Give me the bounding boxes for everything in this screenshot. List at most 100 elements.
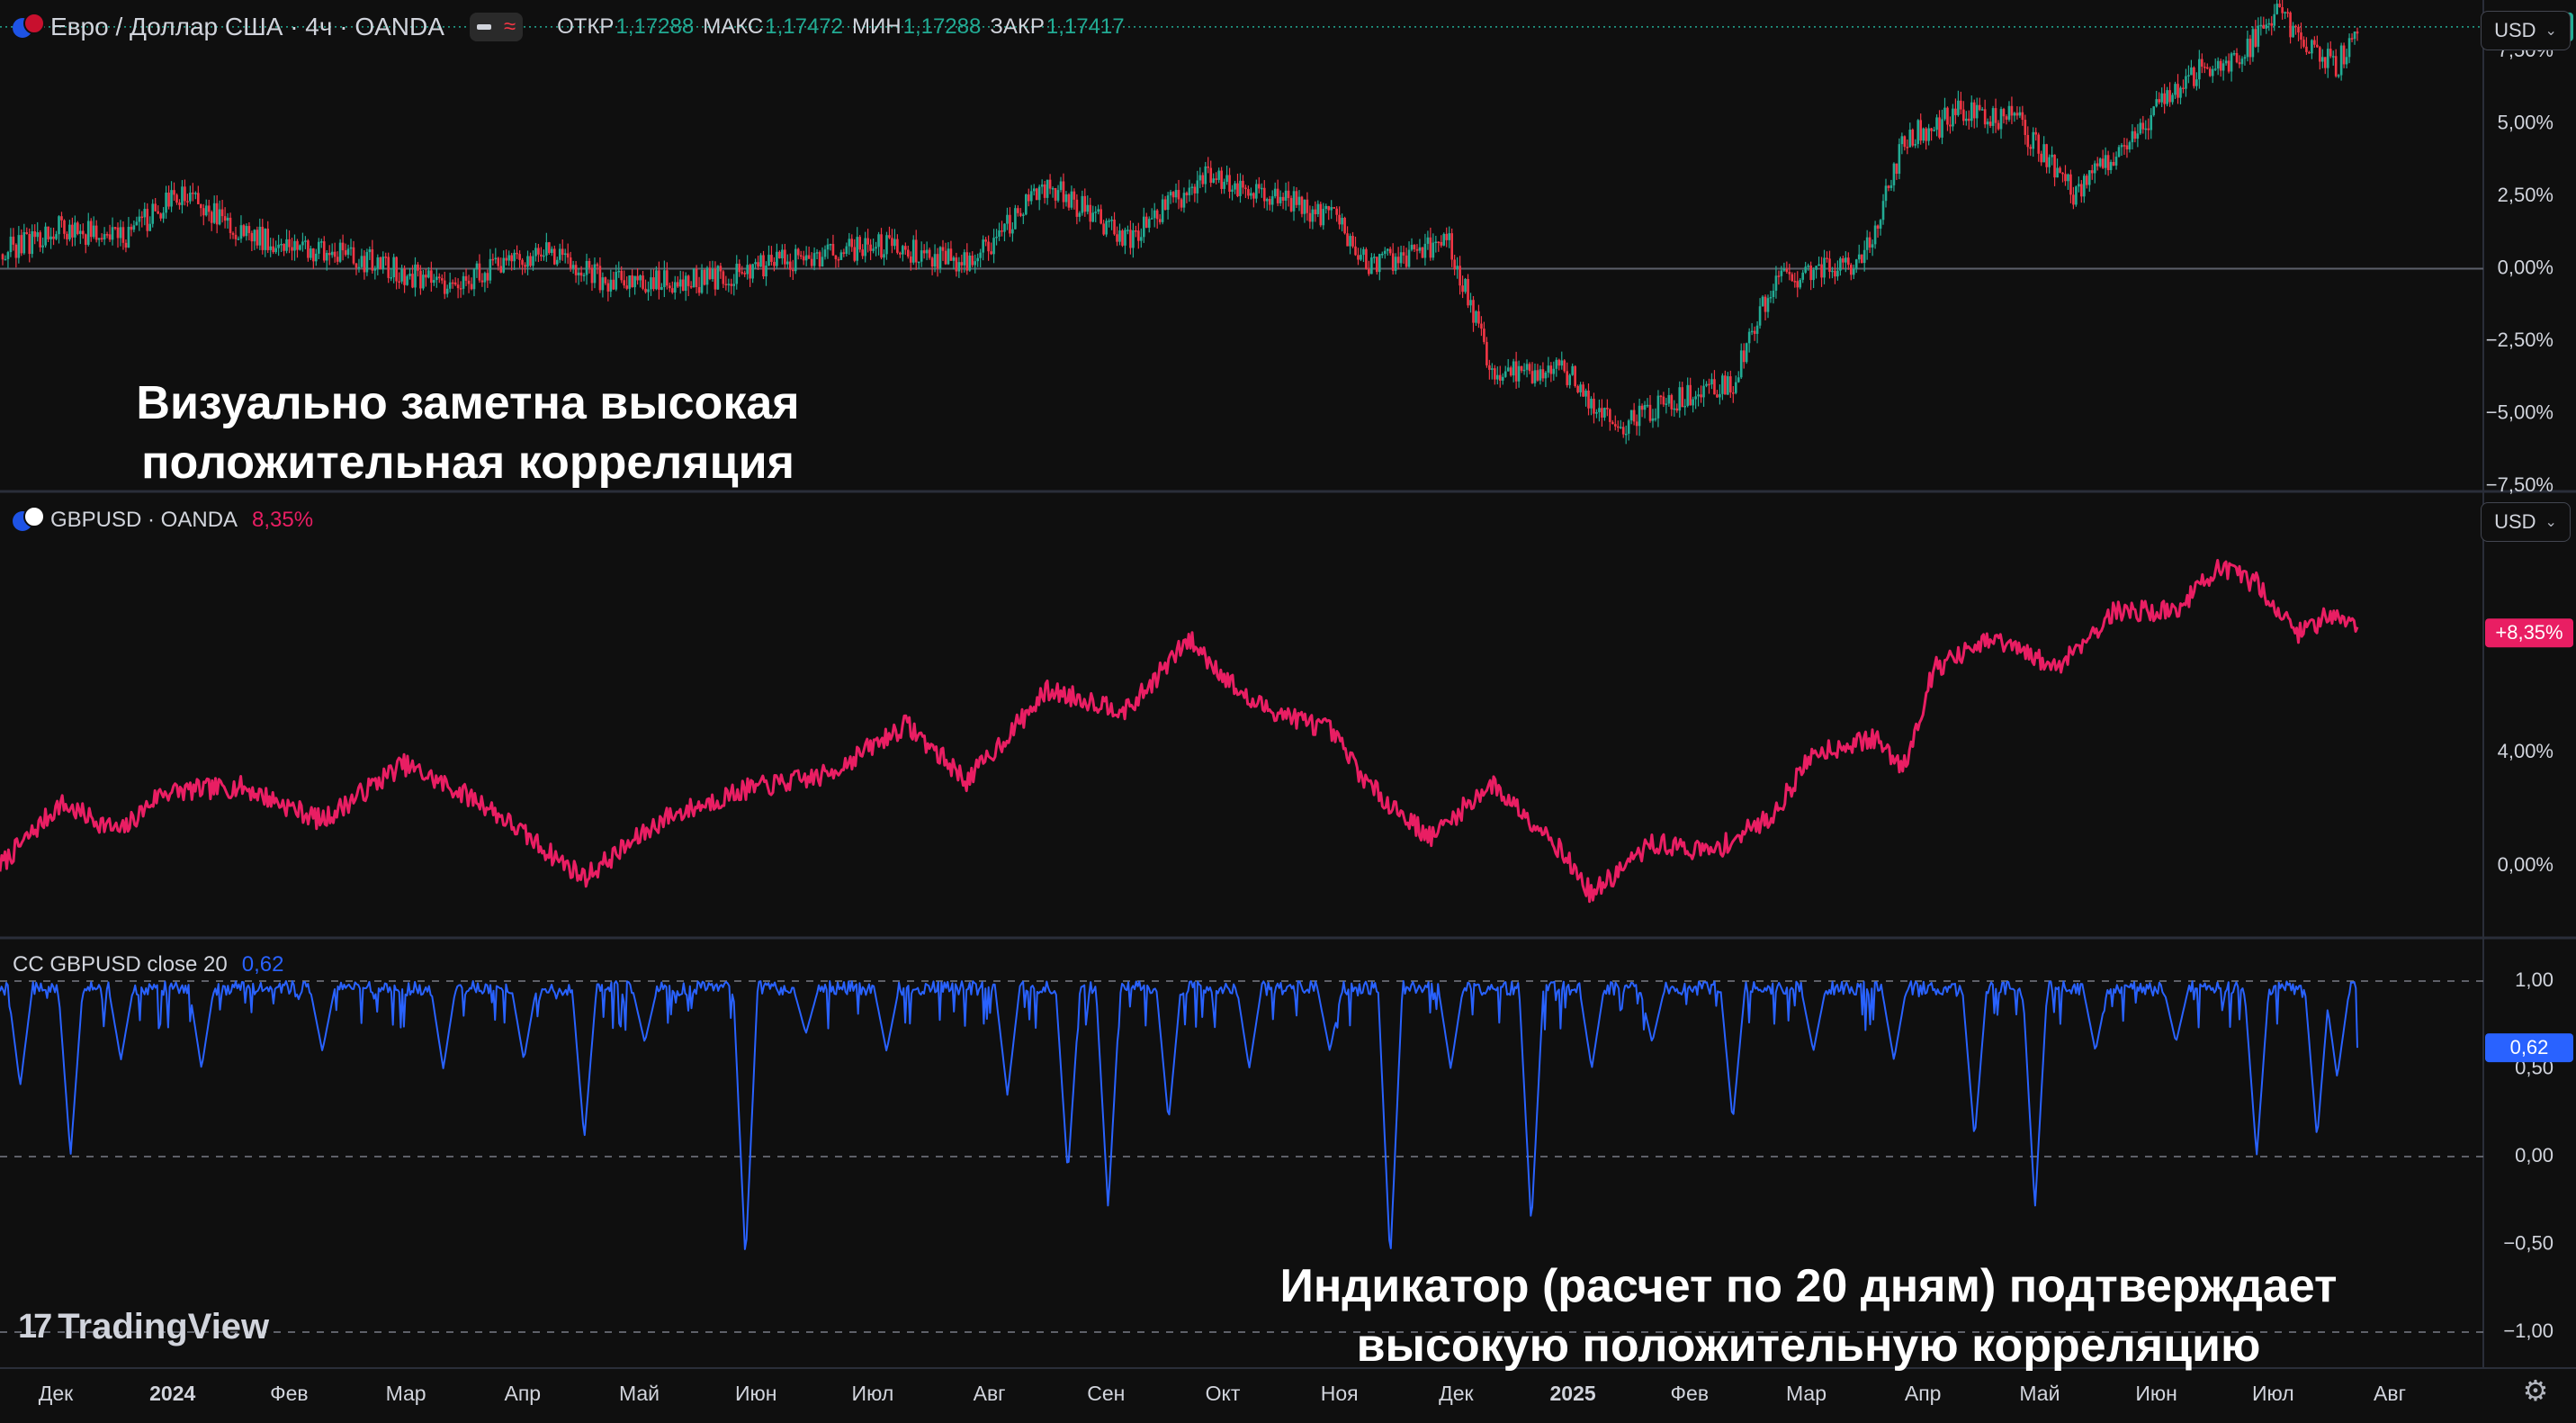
candle-body [2018, 112, 2022, 116]
candle-body [1579, 384, 1582, 392]
candle-body [1772, 290, 1775, 297]
candle-body [1421, 247, 1424, 258]
currency-button-pane2[interactable]: USD ⌄ [2481, 502, 2571, 542]
candle-body [349, 247, 353, 249]
symbol-title[interactable]: Евро / Доллар США · 4ч · OANDA [50, 13, 444, 41]
candle-body [1174, 190, 1178, 198]
candle-body [319, 241, 323, 243]
candle-body [1188, 187, 1191, 195]
candle-body [1719, 393, 1721, 398]
candle-body [965, 252, 969, 271]
candle-body [440, 278, 444, 281]
candle-body [1769, 296, 1773, 299]
pane2-title[interactable]: GBPUSD · OANDA [50, 508, 238, 532]
candle-body [261, 226, 265, 250]
candle-body [502, 257, 506, 273]
candle-body [1169, 192, 1172, 196]
candle-body [676, 282, 679, 287]
candle-body [2292, 25, 2294, 38]
candle-body [1818, 264, 1820, 266]
candle-body [992, 238, 995, 255]
candle-body [1689, 384, 1692, 406]
pane3-title[interactable]: CC GBPUSD close 20 [13, 952, 228, 977]
candle-body [459, 288, 462, 290]
candle-body [1501, 376, 1504, 381]
tradingview-logo[interactable]: 17 TradingView [18, 1307, 269, 1347]
currency-button-pane1[interactable]: USD ⌄ [2481, 11, 2571, 50]
candle-body [1319, 203, 1323, 226]
candle-body [1250, 193, 1252, 196]
candle-body [1029, 191, 1033, 202]
candle-body [1815, 266, 1818, 270]
candle-body [642, 275, 644, 289]
candle-body [930, 257, 934, 267]
candle-body [1823, 257, 1826, 278]
candle-body [1997, 122, 2000, 130]
candle-body [1225, 175, 1228, 182]
candle-body [2211, 68, 2214, 77]
candle-body [2179, 87, 2182, 98]
candle-body [571, 265, 575, 269]
candle-body [2101, 158, 2105, 168]
candle-body [540, 254, 543, 257]
candle-body [167, 193, 170, 207]
candle-body [1721, 375, 1724, 394]
candle-body [1616, 426, 1620, 428]
candle-body [606, 283, 610, 292]
candle-body [1528, 364, 1531, 372]
candle-body [1881, 201, 1885, 221]
candle-body [2090, 170, 2094, 174]
candle-body [1836, 270, 1839, 277]
candle-body [1292, 191, 1296, 212]
candle-body [1544, 372, 1548, 379]
candle-body [486, 273, 489, 281]
candle-body [652, 277, 655, 290]
gear-icon[interactable]: ⚙ [2522, 1374, 2549, 1407]
candle-body [1539, 369, 1542, 381]
candle-body [1116, 234, 1118, 242]
candle-body [2198, 59, 2201, 80]
x-tick-label: Дек [1439, 1382, 1474, 1405]
candle-body [192, 193, 194, 194]
candle-body [896, 239, 899, 253]
candle-body [1914, 143, 1917, 146]
candle-body [1791, 274, 1794, 282]
candle-body [2042, 144, 2045, 163]
candle-body [2278, 4, 2281, 8]
candle-body [732, 284, 736, 286]
candle-body [569, 257, 572, 269]
flag-pair-icon [13, 506, 45, 535]
chart-type-toggle[interactable]: ≈ [469, 13, 524, 41]
candle-body [1799, 279, 1802, 288]
candle-body [2158, 99, 2160, 103]
candle-body [71, 224, 74, 238]
candle-body [1782, 268, 1786, 271]
candle-body [1525, 364, 1529, 370]
candle-body [1239, 180, 1242, 196]
candle-body [1584, 390, 1587, 397]
candle-body [1118, 230, 1121, 242]
annotation-bottom: Индикатор (расчет по 20 дням) подтвержда… [1242, 1256, 2375, 1375]
candle-body [631, 275, 633, 288]
candle-body [716, 266, 720, 290]
candle-body [507, 255, 510, 261]
candle-body [2112, 161, 2115, 166]
candle-body [1137, 230, 1140, 241]
candle-body [1847, 257, 1850, 266]
candle-body [1212, 178, 1216, 184]
candle-body [1651, 418, 1655, 421]
candle-body [751, 264, 754, 279]
candle-body [2064, 174, 2067, 182]
candle-body [1453, 259, 1456, 270]
candle-body [204, 205, 208, 216]
candle-body [1091, 212, 1095, 222]
candle-body [1590, 399, 1593, 409]
candle-body [1627, 420, 1630, 434]
candle-body [1009, 214, 1011, 234]
candle-body [639, 275, 642, 281]
candle-body [121, 227, 125, 243]
candle-body [1576, 385, 1579, 392]
candle-body [949, 248, 953, 261]
candle-body [1083, 195, 1087, 212]
candle-body [773, 261, 776, 266]
